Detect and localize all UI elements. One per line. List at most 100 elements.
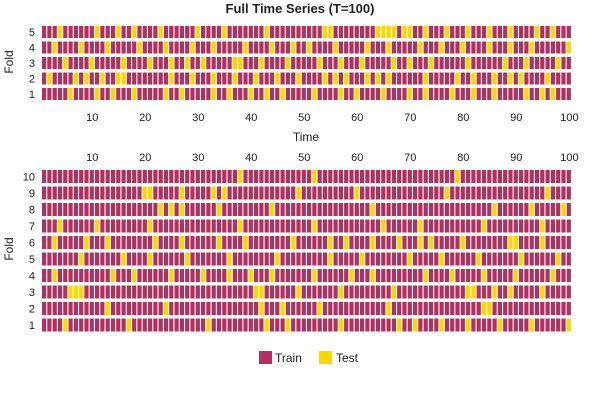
top-cell-fold1-t17	[126, 88, 131, 100]
bottom-cell-fold1-t14	[110, 318, 116, 332]
bottom-cell-fold4-t81	[466, 269, 471, 282]
bottom-cell-fold1-t63	[370, 318, 375, 332]
top-cell-fold5-t30	[195, 26, 200, 38]
top-cell-fold5-t59	[349, 26, 354, 38]
bottom-cell-fold2-t38	[238, 302, 243, 315]
top-cell-fold3-t33	[211, 57, 216, 69]
bottom-cell-fold8-t70	[407, 203, 412, 216]
bottom-x-tick-label: 80	[457, 152, 469, 164]
bottom-cell-fold10-t18	[132, 170, 137, 183]
bottom-cell-fold3-t78	[450, 285, 455, 299]
bottom-cell-fold1-t37	[232, 318, 237, 332]
bottom-cell-fold5-t38	[238, 252, 243, 266]
top-cell-fold5-t87	[497, 26, 502, 38]
bottom-cell-fold8-t78	[450, 203, 455, 216]
bottom-cell-fold9-t99	[561, 186, 566, 200]
bottom-cell-fold10-t76	[439, 170, 444, 183]
bottom-cell-fold5-t55	[328, 252, 333, 266]
bottom-y-tick-label: 7	[29, 221, 35, 233]
bottom-cell-fold7-t1	[42, 219, 47, 233]
bottom-cell-fold3-t89	[508, 285, 513, 299]
bottom-cell-fold5-t97	[550, 252, 555, 266]
bottom-cell-fold9-t80	[460, 186, 465, 200]
bottom-cell-fold3-t10	[89, 285, 94, 299]
bottom-cell-fold9-t69	[402, 186, 407, 200]
top-cell-fold1-t47	[285, 88, 290, 100]
top-cell-fold3-t71	[413, 57, 418, 69]
top-cell-fold2-t86	[492, 72, 497, 85]
bottom-cell-fold4-t78	[450, 269, 455, 282]
bottom-cell-fold2-t43	[264, 302, 269, 315]
bottom-cell-fold6-t95	[540, 236, 545, 249]
bottom-cell-fold6-t83	[476, 236, 481, 249]
bottom-cell-fold1-t2	[47, 318, 52, 332]
bottom-cell-fold7-t80	[460, 219, 465, 233]
bottom-cell-fold5-t83	[476, 252, 481, 266]
top-cell-fold1-t51	[307, 88, 312, 100]
bottom-cell-fold8-t52	[312, 203, 317, 216]
top-cell-fold4-t24	[163, 41, 169, 54]
bottom-cell-fold9-t44	[269, 186, 275, 200]
bottom-cell-fold4-t33	[211, 269, 216, 282]
top-cell-fold2-t35	[222, 72, 227, 85]
top-cell-fold4-t27	[179, 41, 184, 54]
top-cell-fold5-t62	[365, 26, 370, 38]
bottom-cell-fold7-t98	[556, 219, 561, 233]
bottom-cell-fold1-t28	[185, 318, 190, 332]
bottom-cell-fold9-t9	[84, 186, 89, 200]
top-cell-fold1-t15	[116, 88, 121, 100]
bottom-cell-fold3-t67	[391, 285, 396, 299]
bottom-cell-fold10-t31	[201, 170, 206, 183]
bottom-cell-fold10-t45	[275, 170, 280, 183]
bottom-cell-fold6-t47	[285, 236, 290, 249]
bottom-cell-fold1-t10	[89, 318, 94, 332]
bottom-cell-fold7-t96	[545, 219, 550, 233]
top-cell-fold3-t38	[238, 57, 243, 69]
top-cell-fold4-t15	[116, 41, 121, 54]
bottom-cell-fold5-t91	[519, 252, 524, 266]
bottom-cell-fold6-t9	[84, 236, 89, 249]
bottom-cell-fold9-t82	[471, 186, 476, 200]
top-cell-fold5-t39	[243, 26, 248, 38]
top-cell-fold4-t96	[545, 41, 550, 54]
bottom-cell-fold6-t97	[550, 236, 555, 249]
bottom-cell-fold6-t32	[206, 236, 211, 249]
bottom-cell-fold4-t98	[556, 269, 561, 282]
bottom-cell-fold9-t39	[243, 186, 248, 200]
bottom-cell-fold9-t58	[344, 186, 349, 200]
bottom-cell-fold10-t9	[84, 170, 89, 183]
bottom-cell-fold8-t31	[201, 203, 206, 216]
bottom-cell-fold9-t67	[391, 186, 396, 200]
top-cell-fold1-t9	[84, 88, 89, 100]
top-cell-fold4-t19	[137, 41, 142, 54]
top-cell-fold5-t34	[216, 26, 222, 38]
bottom-cell-fold6-t46	[280, 236, 285, 249]
bottom-cell-fold2-t57	[338, 302, 343, 315]
bottom-cell-fold4-t56	[333, 269, 338, 282]
top-cell-fold5-t83	[476, 26, 481, 38]
bottom-cell-fold4-t79	[455, 269, 460, 282]
bottom-cell-fold4-t54	[322, 269, 328, 282]
top-cell-fold1-t66	[386, 88, 391, 100]
bottom-cell-fold1-t55	[328, 318, 333, 332]
top-cell-fold5-t97	[550, 26, 555, 38]
bottom-cell-fold10-t86	[492, 170, 497, 183]
bottom-cell-fold2-t5	[63, 302, 68, 315]
top-cell-fold5-t80	[460, 26, 465, 38]
top-y-axis-label: Fold	[2, 50, 16, 73]
bottom-cell-fold1-t6	[68, 318, 73, 332]
bottom-cell-fold7-t22	[153, 219, 158, 233]
top-cell-fold4-t35	[222, 41, 227, 54]
top-cell-fold2-t84	[481, 72, 487, 85]
bottom-cell-fold5-t33	[211, 252, 216, 266]
top-cell-fold3-t34	[216, 57, 222, 69]
bottom-cell-fold10-t87	[497, 170, 502, 183]
bottom-cell-fold8-t96	[545, 203, 550, 216]
bottom-cell-fold2-t9	[84, 302, 89, 315]
top-cell-fold2-t39	[243, 72, 248, 85]
top-cell-fold5-t53	[317, 26, 322, 38]
bottom-cell-fold9-t45	[275, 186, 280, 200]
bottom-cell-fold10-t89	[508, 170, 513, 183]
bottom-cell-fold5-t100	[566, 252, 571, 266]
